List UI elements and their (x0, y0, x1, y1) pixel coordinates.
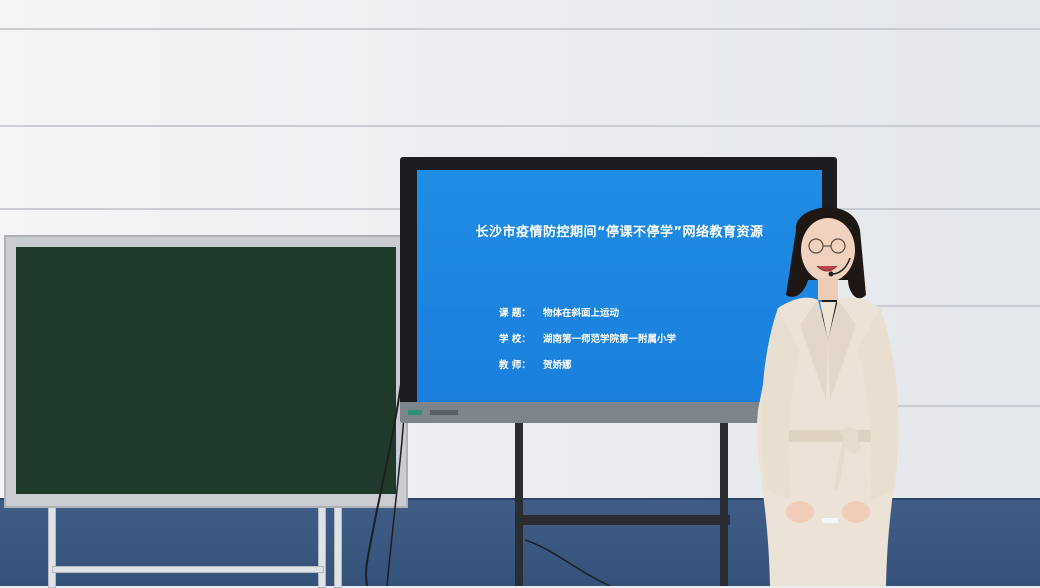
display-indicator (408, 410, 422, 415)
wall-seam (840, 405, 1040, 407)
slide-row-label: 学 校： (499, 334, 531, 345)
stand-post (515, 422, 523, 586)
chalkboard-surface (16, 247, 396, 494)
display-screen: 长沙市疫情防控期间“停课不停学”网络教育资源 课 题： 物体在斜面上运动 学 校… (417, 170, 822, 402)
slide-row-value: 湖南第一师范学院第一附属小学 (543, 334, 677, 345)
stand-post (720, 422, 728, 586)
stand-shelf (515, 515, 730, 525)
stand-cable (525, 539, 611, 586)
easel-leg (334, 505, 342, 588)
wall-seam (0, 125, 1040, 127)
chalkboard (4, 235, 408, 508)
slide-row-label: 课 题： (499, 308, 531, 319)
easel-crossbar (52, 566, 324, 573)
slide-row-teacher: 教 师： 贺娇娜 (499, 357, 572, 371)
slide-row-school: 学 校： 湖南第一师范学院第一附属小学 (499, 331, 676, 345)
slide-title: 长沙市疫情防控期间“停课不停学”网络教育资源 (475, 225, 764, 240)
easel-leg (318, 505, 326, 588)
slide-row-value: 贺娇娜 (543, 360, 572, 371)
slide-row-label: 教 师： (499, 360, 531, 371)
display-bezel-bottom (400, 402, 837, 423)
display-button (430, 410, 458, 415)
wall-seam (0, 28, 1040, 30)
slide-row-value: 物体在斜面上运动 (543, 308, 620, 319)
interactive-display: 长沙市疫情防控期间“停课不停学”网络教育资源 课 题： 物体在斜面上运动 学 校… (400, 157, 837, 423)
easel-leg (48, 505, 56, 588)
wall-seam (840, 305, 1040, 307)
slide-row-topic: 课 题： 物体在斜面上运动 (499, 305, 619, 319)
teacher (756, 207, 900, 586)
